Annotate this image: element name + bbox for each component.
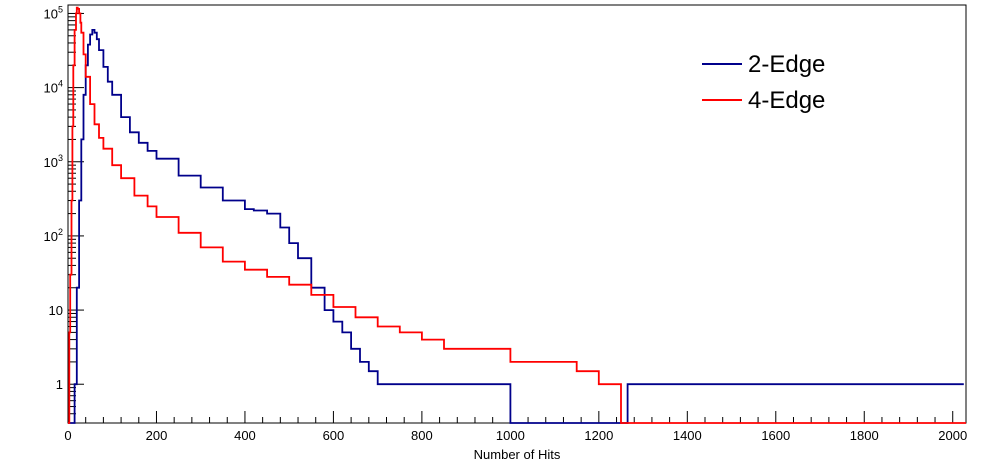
legend-label-2-edge: 2-Edge (748, 51, 825, 78)
plot-frame (67, 4, 967, 424)
y-tick-label: 103 (44, 153, 63, 170)
y-tick-label: 104 (44, 79, 63, 96)
y-tick-label: 1 (56, 377, 63, 392)
series-line-2-edge (68, 29, 964, 424)
y-tick-label: 102 (44, 227, 63, 244)
axis-ticks: 0 200 400 600 800 1000 1200 1400 1600 1800 2000 1 10… (44, 4, 968, 443)
x-tick-label: 1200 (584, 428, 613, 443)
x-tick-label: 1400 (673, 428, 702, 443)
legend: 2-Edge 4-Edge (702, 51, 825, 114)
x-tick-label: 2000 (938, 428, 967, 443)
y-tick-label: 10 (49, 303, 63, 318)
x-tick-label: 1600 (761, 428, 790, 443)
x-tick-label: 200 (146, 428, 168, 443)
x-tick-label: 800 (411, 428, 433, 443)
y-tick-label: 105 (44, 4, 63, 21)
series-group (68, 6, 966, 424)
x-tick-label: 400 (234, 428, 256, 443)
x-tick-label: 1000 (496, 428, 525, 443)
x-axis-title: Number of Hits (474, 447, 561, 462)
legend-label-4-edge: 4-Edge (748, 87, 825, 114)
x-tick-label: 1800 (850, 428, 879, 443)
series-line-4-edge (68, 6, 966, 424)
x-tick-label: 0 (64, 428, 71, 443)
x-tick-label: 600 (323, 428, 345, 443)
